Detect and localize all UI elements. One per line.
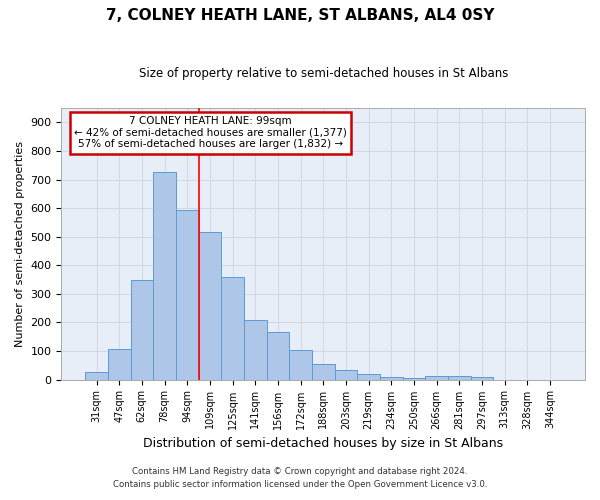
Bar (312, 364, 335, 380)
Bar (131, 280, 153, 380)
Bar (85, 372, 108, 380)
Bar (380, 376, 403, 380)
Text: 7, COLNEY HEATH LANE, ST ALBANS, AL4 0SY: 7, COLNEY HEATH LANE, ST ALBANS, AL4 0SY (106, 8, 494, 22)
Bar (403, 378, 425, 380)
Y-axis label: Number of semi-detached properties: Number of semi-detached properties (15, 141, 25, 347)
Bar (448, 376, 470, 380)
Text: Contains HM Land Registry data © Crown copyright and database right 2024.
Contai: Contains HM Land Registry data © Crown c… (113, 468, 487, 489)
Bar (221, 276, 244, 380)
Bar (176, 210, 199, 380)
Bar (357, 374, 380, 380)
Bar (199, 232, 221, 380)
X-axis label: Distribution of semi-detached houses by size in St Albans: Distribution of semi-detached houses by … (143, 437, 503, 450)
Bar (244, 320, 266, 380)
Title: Size of property relative to semi-detached houses in St Albans: Size of property relative to semi-detach… (139, 68, 508, 80)
Text: 7 COLNEY HEATH LANE: 99sqm
← 42% of semi-detached houses are smaller (1,377)
57%: 7 COLNEY HEATH LANE: 99sqm ← 42% of semi… (74, 116, 347, 150)
Bar (108, 348, 131, 380)
Bar (266, 332, 289, 380)
Bar (470, 378, 493, 380)
Bar (153, 172, 176, 380)
Bar (335, 370, 357, 380)
Bar (289, 350, 312, 380)
Bar (425, 376, 448, 380)
